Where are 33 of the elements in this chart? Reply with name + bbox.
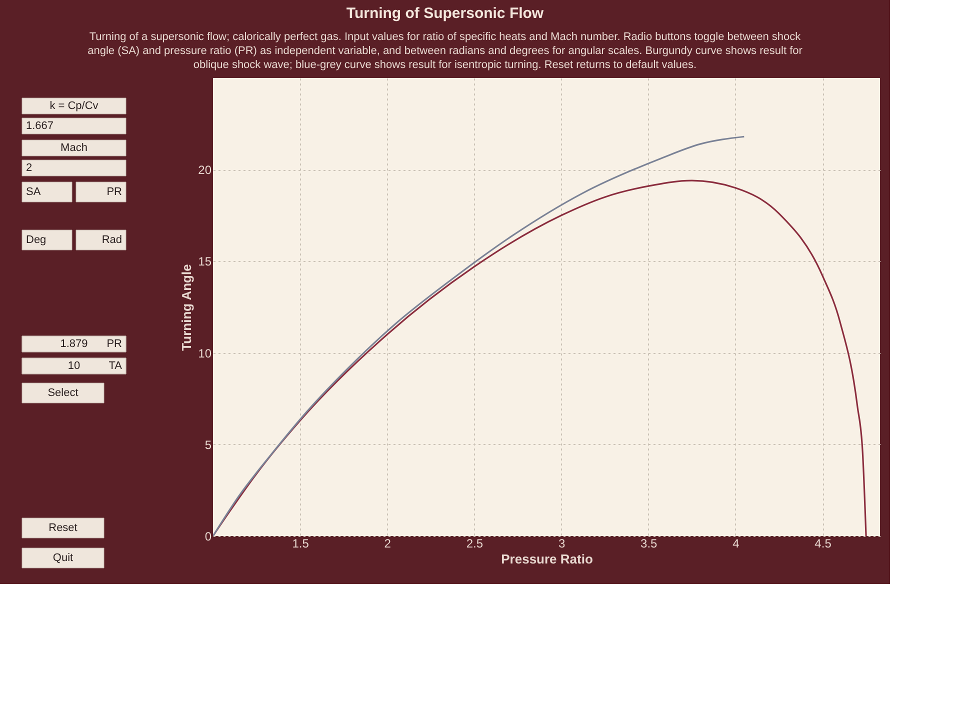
y-tick-label: 5 [204, 438, 212, 452]
x-tick-label: 3 [558, 536, 566, 550]
x-tick-label: 2 [384, 536, 392, 550]
text: k = Cp/Cv [50, 100, 99, 112]
text: PR [106, 338, 122, 350]
x-tick-label: 4.5 [814, 536, 832, 550]
text: Select [48, 387, 78, 399]
x-tick-label: 4 [732, 536, 740, 550]
x-tick-label: 1.5 [292, 536, 310, 550]
text: SA [26, 186, 42, 198]
text: 2 [26, 162, 32, 174]
text: 10 [68, 360, 80, 372]
x-tick-label: 2.5 [466, 536, 484, 550]
y-axis-title: Turning Angle [179, 264, 194, 351]
text: 1.667 [26, 120, 54, 132]
line-series [213, 136, 745, 536]
text: Mach [60, 142, 88, 154]
text: TA [108, 360, 123, 372]
text: PR [106, 186, 122, 198]
text: Quit [52, 552, 74, 564]
text: 1.879 [60, 338, 88, 350]
line-series [213, 180, 867, 536]
chart-subtitle: Turning of a supersonic flow; calorically perfect gas. Input values for ratio of specific heats and Mach number. Radio buttons toggle between shock angle (SA) and pressure ratio (PR) as independent variable, and between radians and degrees for angular scales. Burgundy curve shows result for oblique shock wave; blue-grey curve shows result for isentropic turning. Reset returns to default values. [88, 31, 803, 71]
x-tick-label: 3.5 [640, 536, 658, 550]
y-tick-label: 15 [198, 254, 212, 269]
text: Deg [26, 234, 46, 246]
y-tick-label: 20 [198, 163, 212, 178]
text: Rad [102, 234, 122, 246]
x-axis-title: Pressure Ratio [501, 552, 593, 566]
chart-title: Turning of Supersonic Flow [346, 5, 544, 22]
y-tick-label: 10 [198, 346, 212, 360]
text: Reset [48, 522, 78, 534]
y-tick-label: 0 [204, 530, 212, 544]
